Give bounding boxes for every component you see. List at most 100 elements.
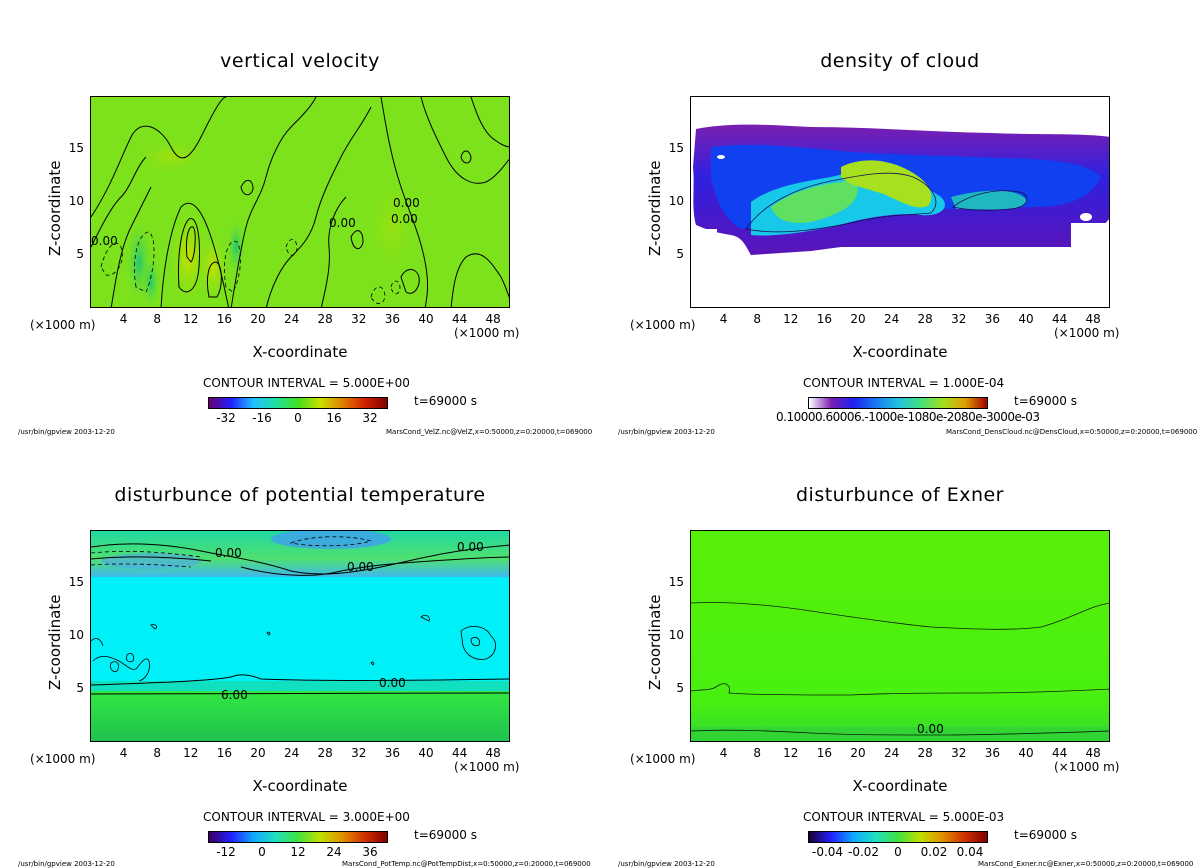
x-tick-label: 16 [216,312,233,326]
x-tick-label: 36 [984,746,1001,760]
contour-label: 0.00 [917,722,944,736]
x-tick-label: 16 [816,312,833,326]
chart-title: vertical velocity [220,50,380,72]
footer-right: MarsCond_Exner.nc@Exner,x=0:50000,z=0:20… [978,860,1194,868]
y-tick-label: 10 [68,628,84,642]
x-tick-label: 40 [1018,312,1034,326]
velocity-field: 0.00 0.00 0.00 0.00 [91,97,509,307]
time-label: t=69000 s [1014,394,1077,408]
footer-left: /usr/bin/gpview 2003-12-20 [618,860,715,868]
colorbar-tick-label: 0.04 [956,845,984,859]
x-tick-label: 4 [119,746,128,760]
contour-label: 0.00 [91,234,118,248]
x-tick-label: 12 [783,746,799,760]
colorbar-tick-label: 16 [326,411,342,425]
contour-label: 0.00 [391,212,418,226]
colorbar-tick-label: 24 [326,845,342,859]
contour-label: 0.00 [379,676,406,690]
chart-title: disturbunce of potential temperature [114,484,486,506]
panel-vertical-velocity: vertical velocity [0,0,600,436]
contour-label: 0.00 [393,196,420,210]
y-tick-label: 5 [676,681,684,695]
colorbar [808,831,988,843]
x-tick-label: 8 [753,312,761,326]
contour-interval: CONTOUR INTERVAL = 1.000E-04 [803,376,1005,390]
x-tick-label: 40 [418,746,434,760]
x-unit-right: (×1000 m) [1054,760,1120,774]
y-tick-label: 15 [668,575,684,589]
x-axis-label: X-coordinate [252,343,348,361]
colorbar-tick-label: -12 [216,845,236,859]
x-tick-label: 24 [883,312,900,326]
x-tick-label: 48 [485,312,501,326]
x-tick-label: 28 [917,746,933,760]
y-tick-label: 15 [68,575,84,589]
x-unit-right: (×1000 m) [454,326,520,340]
colorbar-tick-label: 0 [294,411,302,425]
chart-title: disturbunce of Exner [795,484,1004,506]
y-axis-label: Z-coordinate [46,594,64,690]
colorbar-tick-label: -32 [216,411,236,425]
x-tick-label: 20 [850,312,866,326]
x-tick-label: 24 [883,746,900,760]
x-tick-label: 12 [783,312,799,326]
x-tick-label: 32 [351,746,367,760]
panel-density-of-cloud: density of cloud [600,0,1200,436]
x-tick-label: 40 [418,312,434,326]
x-axis-label: X-coordinate [852,777,948,795]
cloud-density-field [691,97,1109,307]
x-tick-label: 44 [1051,312,1068,326]
x-tick-label: 32 [951,312,967,326]
colorbar-tick-label: 36 [362,845,378,859]
x-tick-label: 44 [1051,746,1068,760]
x-tick-label: 20 [250,312,266,326]
x-unit-right: (×1000 m) [454,760,520,774]
contour-label: 6.00 [221,688,248,702]
contour-label: 0.00 [347,560,374,574]
x-tick-label: 24 [283,312,300,326]
y-tick-label: 15 [68,141,84,155]
time-label: t=69000 s [414,828,477,842]
plot-area [690,96,1110,308]
x-tick-label: 48 [485,746,501,760]
footer-left: /usr/bin/gpview 2003-12-20 [618,428,715,436]
y-axis-label: Z-coordinate [46,160,64,256]
y-tick-label: 5 [76,247,84,261]
y-tick-label: 5 [676,247,684,261]
x-tick-label: 28 [317,312,333,326]
colorbar [808,397,988,409]
x-tick-label: 44 [451,312,468,326]
colorbar-tick-label: -16 [252,411,272,425]
panel-exner: disturbunce of Exner 0.00 5 10 15 4 8 12 16 20… [600,434,1200,868]
footer-right: MarsCond_DensCloud.nc@DensCloud,x=0:5000… [946,428,1198,436]
colorbar-tick-label: 0 [894,845,902,859]
colorbar-tick-label: -0.04 [812,845,844,859]
colorbar [208,831,388,843]
x-tick-label: 32 [351,312,367,326]
footer-right: MarsCond_PotTemp.nc@PotTempDist,x=0:5000… [342,860,591,868]
y-tick-label: 10 [668,628,684,642]
colorbar-tick-label: -0.02 [848,845,880,859]
time-label: t=69000 s [414,394,477,408]
time-label: t=69000 s [1014,828,1077,842]
x-tick-label: 12 [183,746,199,760]
x-tick-label: 4 [719,746,728,760]
x-tick-label: 36 [984,312,1001,326]
x-tick-label: 48 [1085,746,1101,760]
y-axis-label: Z-coordinate [646,160,664,256]
plot-area: 0.00 0.00 0.00 0.00 [90,96,510,308]
potential-temperature-field: 0.00 0.00 0.00 0.00 6.00 [91,531,509,741]
x-tick-label: 20 [850,746,866,760]
footer-left: /usr/bin/gpview 2003-12-20 [18,860,115,868]
chart-title: density of cloud [820,50,980,72]
x-unit-left: (×1000 m) [630,752,696,766]
colorbar-tick-label: 12 [290,845,306,859]
x-tick-label: 8 [753,746,761,760]
contour-interval: CONTOUR INTERVAL = 5.000E+00 [203,376,410,390]
contour-label: 0.00 [329,216,356,230]
x-unit-right: (×1000 m) [1054,326,1120,340]
footer-right: MarsCond_VelZ.nc@VelZ,x=0:50000,z=0:2000… [386,428,593,436]
x-tick-label: 4 [719,312,728,326]
colorbar-tick-labels: 0.10000.60006.-1000e-1080e-2080e-3000e-0… [776,410,1040,424]
y-tick-label: 10 [668,194,684,208]
